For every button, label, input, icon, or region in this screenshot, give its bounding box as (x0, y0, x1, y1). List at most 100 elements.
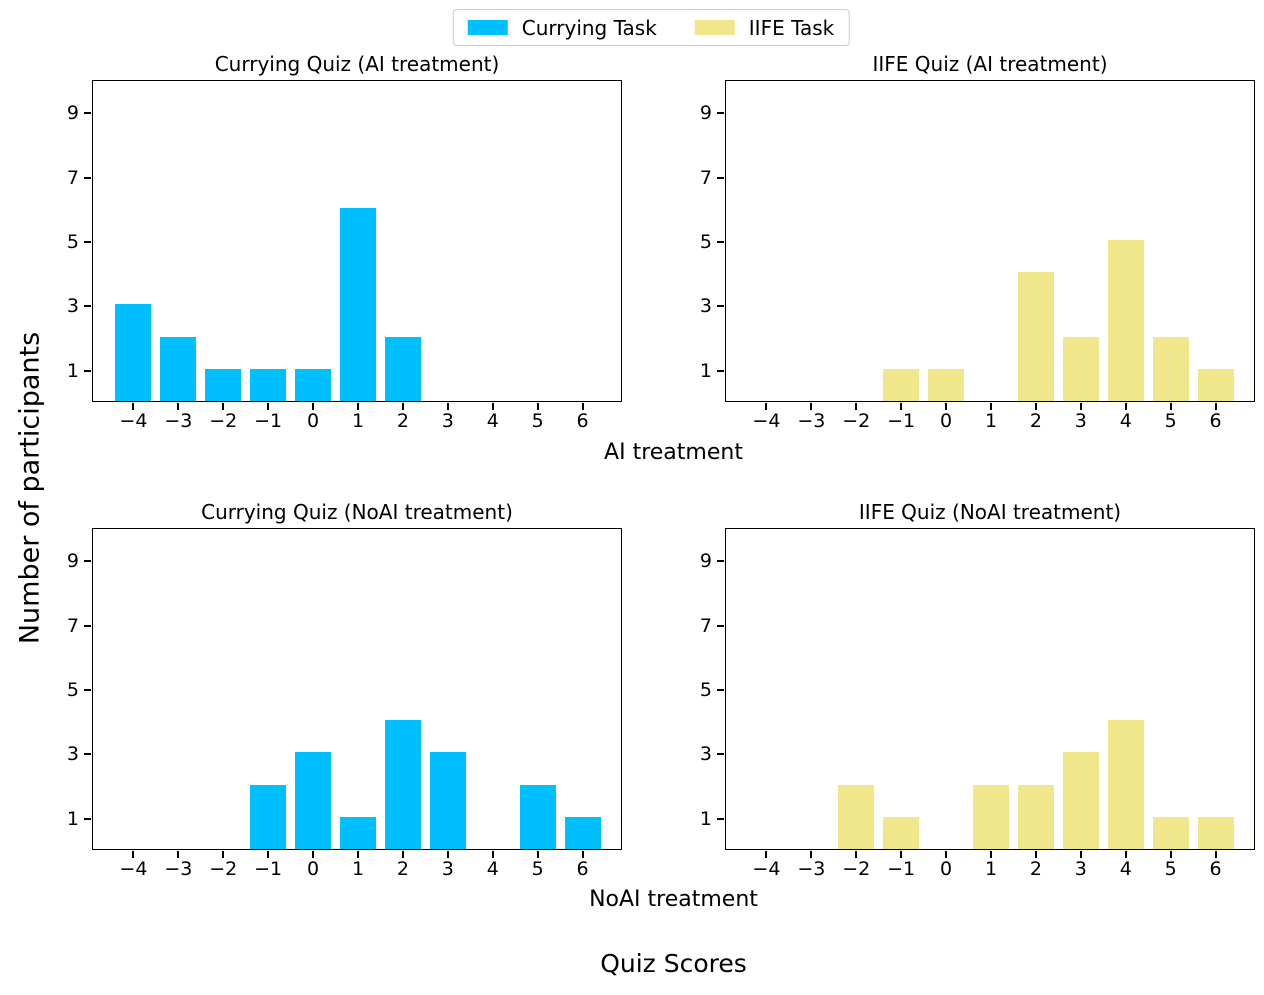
legend-swatch-iife-task (694, 20, 735, 35)
x-tick (810, 851, 813, 858)
bar (1017, 272, 1054, 401)
plot-area: −4 −3 −2 −1 0 1 2 3 4 5 6 1 3 5 7 9 (700, 528, 1255, 880)
y-tick (717, 689, 724, 691)
subplot-1: Currying Quiz (AI treatment) −4 −3 −2 −1 0 1 2 3… (67, 52, 622, 432)
x-tick (132, 851, 135, 858)
x-tick (222, 403, 225, 410)
subplot-title: Currying Quiz (NoAI treatment) (201, 500, 513, 524)
bar (1152, 336, 1189, 401)
x-tick-label: 4 (486, 410, 499, 432)
x-tick (312, 403, 315, 410)
bar (838, 784, 875, 849)
bar (1062, 336, 1099, 401)
bar (160, 336, 197, 401)
x-tick (990, 851, 992, 858)
x-tick (446, 851, 449, 858)
x-tick-label: 6 (1209, 410, 1222, 432)
x-tick (401, 851, 404, 858)
legend-label-iife-task: IIFE Task (748, 15, 835, 40)
x-tick (1124, 851, 1127, 858)
x-tick-label: −3 (164, 410, 193, 432)
x-tick-label: −4 (752, 858, 781, 880)
bar (250, 784, 287, 849)
x-tick (1034, 851, 1037, 858)
bar (115, 304, 152, 401)
bar (1152, 816, 1189, 849)
bar (1062, 752, 1099, 849)
y-tick (717, 560, 724, 563)
x-tick-label: 4 (486, 858, 499, 880)
x-tick (1214, 403, 1217, 410)
y-tick (84, 176, 91, 179)
bar (973, 784, 1009, 849)
subplot-4: IIFE Quiz (NoAI treatment) −4 −3 −2 −1 0 1 2 3 4 5… (700, 500, 1255, 880)
y-tick-label: 5 (66, 231, 79, 253)
x-tick-label: −2 (842, 410, 871, 432)
y-tick-label: 7 (66, 614, 79, 637)
bar (250, 368, 287, 401)
x-tick (765, 851, 768, 858)
x-tick-label: 1 (984, 410, 998, 432)
x-tick (1034, 403, 1037, 410)
bar (1197, 368, 1234, 401)
x-tick (177, 403, 180, 410)
subplot-title: IIFE Quiz (NoAI treatment) (858, 500, 1122, 524)
y-tick-label: 9 (66, 550, 79, 573)
x-tick-label: 0 (940, 858, 953, 880)
x-tick (177, 851, 180, 858)
x-tick-label: −1 (887, 858, 916, 880)
y-tick (84, 817, 91, 820)
x-tick-label: 6 (576, 858, 589, 880)
y-tick-label: 7 (699, 166, 712, 189)
y-tick (84, 112, 91, 115)
y-tick (717, 305, 724, 308)
row2-xlabel: NoAI treatment (589, 887, 758, 912)
x-tick-label: 2 (1029, 410, 1042, 432)
y-tick (717, 753, 724, 756)
legend-swatch-currying-task (467, 20, 508, 35)
plot-area: −4 −3 −2 −1 0 1 2 3 4 5 6 1 3 5 7 9 (67, 80, 622, 432)
x-tick-label: −1 (254, 410, 283, 432)
bar (1107, 240, 1144, 401)
x-tick (1169, 851, 1172, 858)
legend-label-currying-task: Currying Task (521, 15, 657, 40)
y-tick (717, 176, 724, 179)
bar (429, 752, 466, 849)
x-tick (357, 403, 359, 410)
x-tick (222, 851, 225, 858)
y-tick (84, 305, 91, 308)
y-tick-label: 1 (66, 807, 79, 830)
x-tick-label: −3 (797, 410, 826, 432)
x-tick-label: 5 (531, 858, 544, 880)
bar (295, 752, 332, 849)
x-tick-label: 2 (1029, 858, 1042, 880)
x-tick-label: 0 (307, 410, 320, 432)
y-tick-label: 1 (699, 359, 712, 382)
x-tick-label: 2 (396, 858, 409, 880)
y-tick (84, 624, 91, 627)
x-tick (267, 403, 270, 410)
x-tick-label: −3 (164, 858, 193, 880)
figure-xlabel: Quiz Scores (600, 949, 747, 978)
x-tick-label: −4 (119, 858, 148, 880)
x-tick (581, 403, 584, 410)
x-tick (536, 403, 539, 410)
x-tick-label: 0 (940, 410, 953, 432)
plot-area: −4 −3 −2 −1 0 1 2 3 4 5 6 1 3 5 7 9 (67, 528, 622, 880)
x-tick (945, 851, 948, 858)
bar (340, 816, 376, 849)
x-tick-label: −1 (254, 858, 283, 880)
y-tick-label: 9 (699, 102, 712, 125)
x-tick (401, 403, 404, 410)
legend-item-iife-task: IIFE Task (694, 15, 835, 40)
x-tick (990, 403, 992, 410)
subplot-2: IIFE Quiz (AI treatment) −4 −3 −2 −1 0 1 2 3 4 5 6 1… (700, 52, 1255, 432)
x-tick-label: 3 (441, 410, 454, 432)
x-tick (446, 403, 449, 410)
bar (340, 207, 376, 401)
subplot-title: IIFE Quiz (AI treatment) (872, 52, 1108, 76)
x-tick-label: 5 (1164, 858, 1177, 880)
x-tick (267, 851, 270, 858)
x-tick (810, 403, 813, 410)
